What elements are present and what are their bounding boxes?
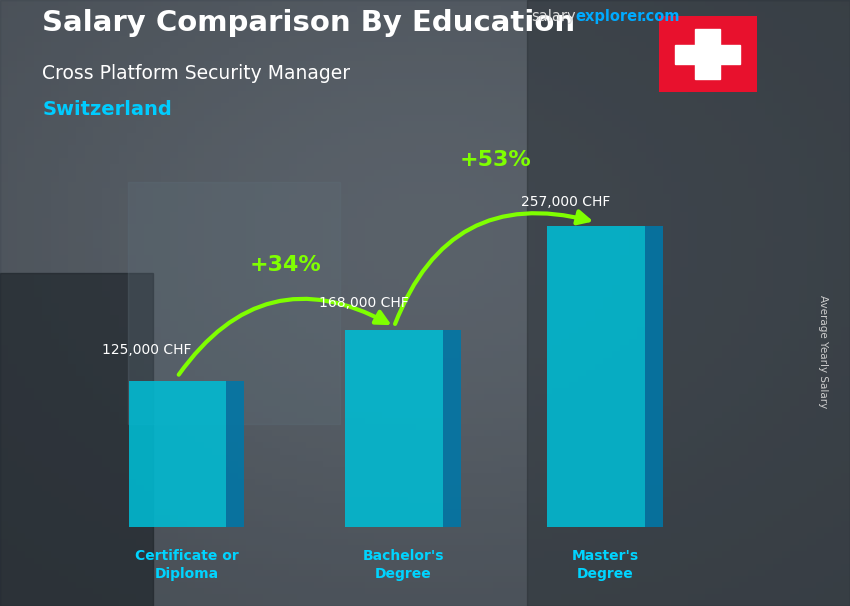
Text: Switzerland: Switzerland	[42, 100, 173, 119]
Text: .com: .com	[641, 9, 680, 24]
Bar	[345, 330, 443, 527]
Bar	[0, 273, 153, 606]
Polygon shape	[644, 226, 663, 527]
Text: explorer: explorer	[575, 9, 645, 24]
Bar	[527, 0, 850, 606]
Text: Cross Platform Security Manager: Cross Platform Security Manager	[42, 64, 350, 82]
Bar	[128, 381, 226, 527]
Text: 168,000 CHF: 168,000 CHF	[320, 296, 409, 310]
Polygon shape	[226, 381, 245, 527]
Text: Salary Comparison By Education: Salary Comparison By Education	[42, 9, 575, 37]
Bar	[676, 45, 740, 64]
Text: Bachelor's
Degree: Bachelor's Degree	[363, 549, 445, 581]
Text: salary: salary	[531, 9, 576, 24]
Text: 257,000 CHF: 257,000 CHF	[521, 195, 611, 210]
Text: Master's
Degree: Master's Degree	[572, 549, 639, 581]
Bar	[128, 182, 340, 424]
Bar	[695, 29, 720, 79]
Bar	[547, 226, 644, 527]
Text: 125,000 CHF: 125,000 CHF	[103, 343, 192, 357]
Text: +34%: +34%	[250, 255, 321, 275]
Text: Average Yearly Salary: Average Yearly Salary	[818, 295, 828, 408]
Polygon shape	[443, 330, 462, 527]
Text: Certificate or
Diploma: Certificate or Diploma	[134, 549, 238, 581]
Text: +53%: +53%	[459, 150, 531, 170]
